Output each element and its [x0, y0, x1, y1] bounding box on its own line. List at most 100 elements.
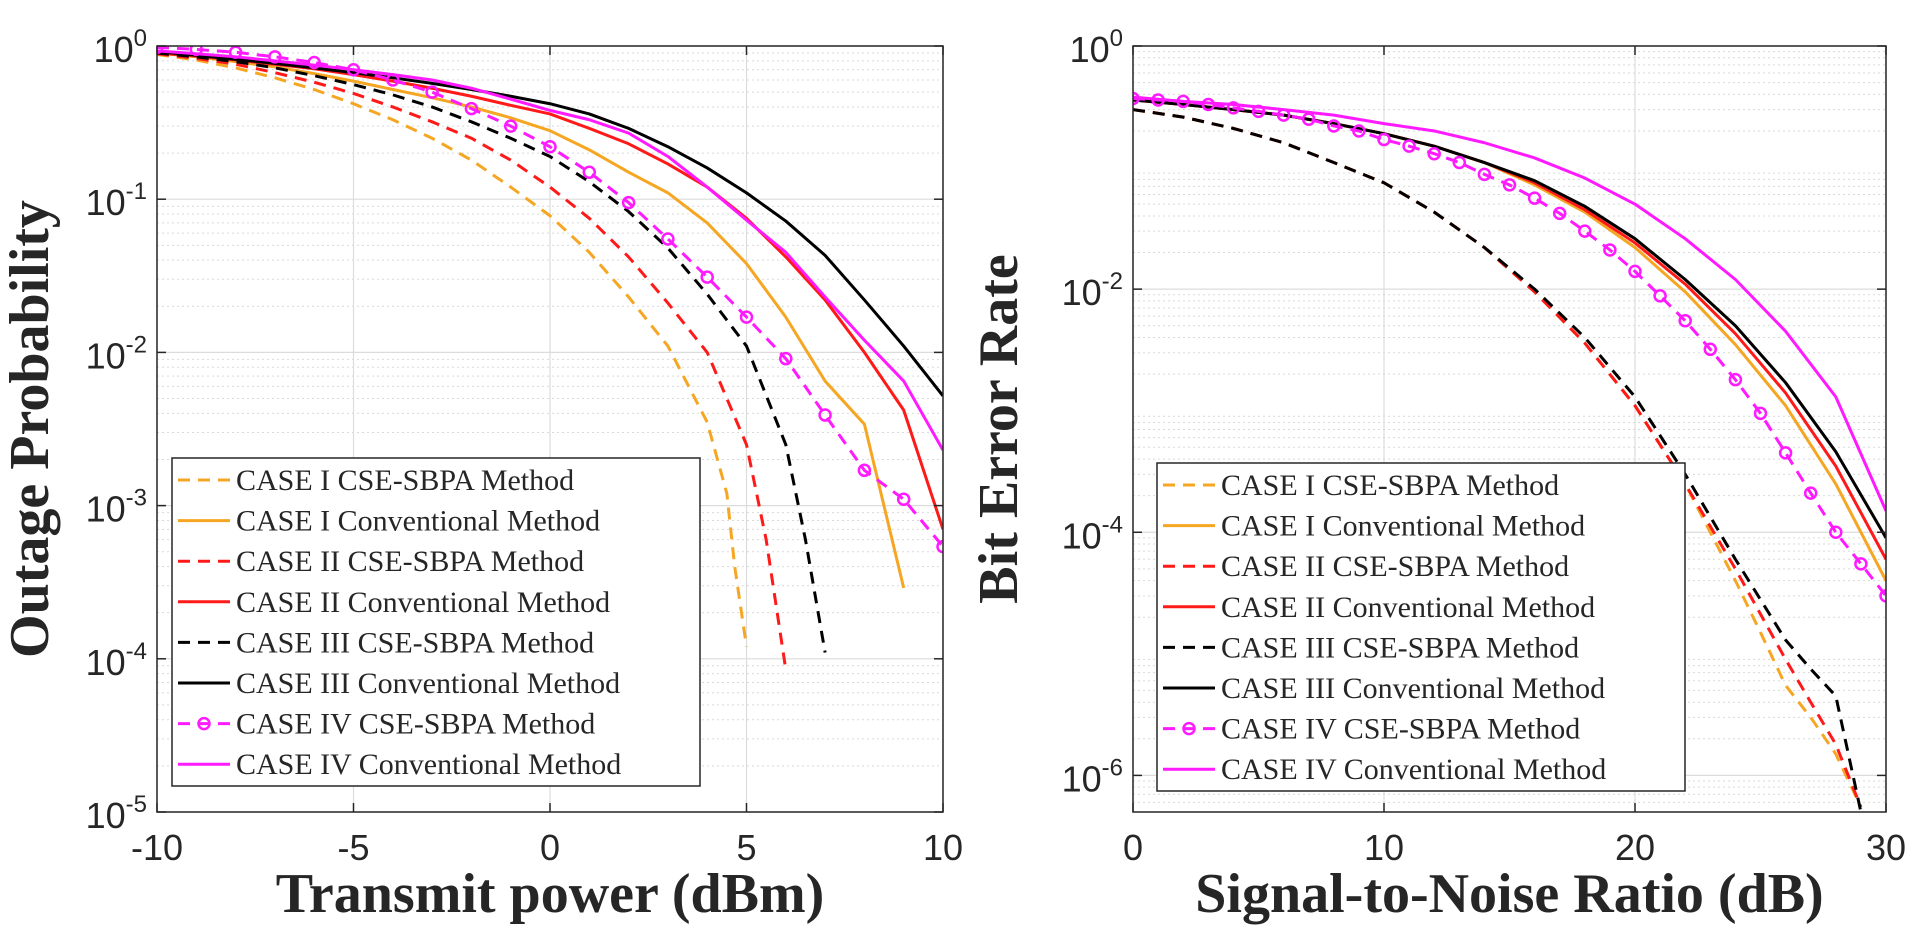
- data-point-case-iv-cse-sbpa-method: [779, 351, 793, 366]
- data-point-case-iv-cse-sbpa-method: [1628, 264, 1642, 279]
- y-tick-label: 10-4: [1062, 511, 1123, 556]
- legend-entry-case-i-cse-sbpa-method: CASE I CSE-SBPA Method: [236, 464, 574, 497]
- y-tick-label: 10-3: [86, 485, 147, 530]
- legend-entry-case-i-cse-sbpa-method: CASE I CSE-SBPA Method: [1221, 469, 1559, 502]
- ticks: -10 -5 0 5 10 100 10-1 10-2 10-3 10-4 10-5: [86, 25, 963, 868]
- series-line-case-iv-cse-sbpa-method: [1133, 96, 1886, 597]
- y-tick-label: 10-1: [86, 178, 147, 223]
- axes-frame: [1132, 45, 1887, 813]
- legend-box: [1156, 462, 1686, 792]
- legend-entry-case-iii-cse-sbpa-method: CASE III CSE-SBPA Method: [236, 626, 594, 659]
- series-line-case-iv-conventional-method: [157, 49, 943, 451]
- data-point-case-iv-cse-sbpa-method: [1678, 313, 1692, 328]
- series-line-case-ii-cse-sbpa-method: [157, 52, 788, 670]
- y-tick-label: 10-6: [1062, 754, 1123, 799]
- data-point-case-iv-cse-sbpa-method: [1477, 167, 1492, 182]
- x-tick-label: 0: [540, 827, 560, 868]
- data-point-case-iv-cse-sbpa-method: [157, 46, 164, 55]
- series-group: [1133, 91, 1886, 812]
- x-tick-label: 30: [1866, 827, 1906, 868]
- data-point-case-iv-cse-sbpa-method: [1226, 101, 1241, 115]
- series-line-case-iii-cse-sbpa-method: [1133, 108, 1863, 812]
- legend-entry-case-ii-conventional-method: CASE II Conventional Method: [1221, 591, 1595, 624]
- data-point-case-iv-cse-sbpa-method: [582, 165, 597, 179]
- data-point-case-iv-cse-sbpa-method: [543, 139, 557, 154]
- legend-entry-case-iii-conventional-method: CASE III Conventional Method: [1221, 672, 1605, 705]
- data-point-case-iv-cse-sbpa-method: [1578, 224, 1592, 238]
- data-point-case-iv-cse-sbpa-method: [1653, 289, 1667, 303]
- data-point-case-iv-cse-sbpa-method: [1753, 406, 1768, 421]
- data-point-case-iv-cse-sbpa-method: [503, 119, 518, 133]
- y-axis-title: Outage Probability: [0, 200, 61, 658]
- x-tick-label: 5: [736, 827, 756, 868]
- x-tick-label: 10: [1364, 827, 1404, 868]
- data-point-case-iv-cse-sbpa-method: [1502, 178, 1517, 192]
- series-line-case-iii-cse-sbpa-method: [157, 51, 827, 653]
- legend: CASE I CSE-SBPA Method CASE I Conventiona…: [1156, 462, 1686, 792]
- series-line-case-ii-cse-sbpa-method: [1133, 108, 1863, 808]
- legend-box: [171, 457, 701, 787]
- data-point-case-iv-cse-sbpa-method: [1603, 243, 1617, 257]
- y-tick-label: 10-2: [86, 331, 147, 376]
- y-tick-label: 100: [1070, 25, 1123, 70]
- legend-entry-case-i-conventional-method: CASE I Conventional Method: [236, 505, 600, 538]
- x-tick-label: -5: [337, 827, 369, 868]
- data-point-case-iv-cse-sbpa-method: [1829, 525, 1843, 540]
- legend-entry-case-iv-cse-sbpa-method: CASE IV CSE-SBPA Method: [1221, 713, 1580, 746]
- data-point-case-iv-cse-sbpa-method: [1327, 119, 1341, 133]
- x-tick-label: -10: [131, 827, 183, 868]
- data-point-case-iv-cse-sbpa-method: [896, 492, 911, 507]
- legend-entry-case-ii-cse-sbpa-method: CASE II CSE-SBPA Method: [1221, 550, 1569, 583]
- data-point-case-iv-cse-sbpa-method: [425, 85, 439, 99]
- data-point-case-iv-cse-sbpa-method: [1778, 446, 1793, 460]
- data-point-case-iv-cse-sbpa-method: [1879, 589, 1886, 603]
- data-point-case-iv-cse-sbpa-method: [621, 195, 636, 210]
- data-point-case-iv-cse-sbpa-method: [1377, 132, 1391, 147]
- data-point-case-iv-cse-sbpa-method: [1703, 342, 1718, 357]
- legend-entry-case-i-conventional-method: CASE I Conventional Method: [1221, 510, 1585, 543]
- legend-marker-case-iv-cse-sbpa-method: [1182, 721, 1196, 736]
- legend-entry-case-ii-conventional-method: CASE II Conventional Method: [236, 586, 610, 619]
- legend-marker-case-iv-cse-sbpa-method: [197, 716, 211, 731]
- x-axis-title: Transmit power (dBm): [276, 863, 825, 925]
- data-point-case-iv-cse-sbpa-method: [1452, 155, 1467, 170]
- series-line-case-iii-conventional-method: [157, 50, 943, 397]
- legend: CASE I CSE-SBPA Method CASE I Conventiona…: [171, 457, 701, 787]
- data-point-case-iv-cse-sbpa-method: [700, 270, 714, 284]
- data-point-case-iv-cse-sbpa-method: [1552, 206, 1567, 221]
- data-point-case-iv-cse-sbpa-method: [1854, 557, 1868, 571]
- legend-entry-case-iii-conventional-method: CASE III Conventional Method: [236, 667, 620, 700]
- data-point-case-iv-cse-sbpa-method: [1803, 486, 1818, 500]
- series-line-case-i-cse-sbpa-method: [157, 53, 748, 647]
- data-point-case-iv-cse-sbpa-method: [307, 55, 321, 70]
- legend-entry-case-iv-conventional-method: CASE IV Conventional Method: [236, 748, 621, 781]
- data-point-case-iv-cse-sbpa-method: [464, 101, 479, 116]
- series-line-case-iv-conventional-method: [1133, 95, 1886, 512]
- data-point-case-iv-cse-sbpa-method: [818, 408, 832, 422]
- x-tick-label: 0: [1123, 827, 1143, 868]
- legend-entry-case-ii-cse-sbpa-method: CASE II CSE-SBPA Method: [236, 545, 584, 578]
- data-point-case-iv-cse-sbpa-method: [1402, 139, 1416, 153]
- outage-probability-plot: -10 -5 0 5 10 100 10-1 10-2 10-3 10-4 10-5 Transmit…: [0, 25, 963, 925]
- y-tick-label: 10-2: [1062, 268, 1123, 313]
- series-group: [157, 46, 943, 670]
- data-point-case-iv-cse-sbpa-method: [1728, 372, 1743, 387]
- y-axis-title: Bit Error Rate: [968, 254, 1030, 603]
- bit-error-rate-plot: 0 10 20 30 100 10-2 10-4 10-6 Signal-to-Noise Ra…: [968, 25, 1906, 925]
- y-tick-label: 10-5: [86, 791, 147, 836]
- data-point-case-iv-cse-sbpa-method: [661, 232, 675, 246]
- data-point-case-iv-cse-sbpa-method: [936, 539, 943, 554]
- data-point-case-iv-cse-sbpa-method: [857, 463, 872, 478]
- legend-entry-case-iv-conventional-method: CASE IV Conventional Method: [1221, 753, 1606, 786]
- y-tick-label: 100: [94, 25, 147, 70]
- legend-entry-case-iv-cse-sbpa-method: CASE IV CSE-SBPA Method: [236, 708, 595, 741]
- x-tick-label: 20: [1615, 827, 1655, 868]
- data-point-case-iv-cse-sbpa-method: [1352, 124, 1366, 138]
- data-point-case-iv-cse-sbpa-method: [739, 310, 754, 324]
- x-axis-title: Signal-to-Noise Ratio (dB): [1195, 863, 1823, 925]
- data-point-case-iv-cse-sbpa-method: [1427, 146, 1441, 161]
- legend-entry-case-iii-cse-sbpa-method: CASE III CSE-SBPA Method: [1221, 631, 1579, 664]
- y-tick-label: 10-4: [86, 638, 147, 683]
- data-point-case-iv-cse-sbpa-method: [1527, 191, 1542, 205]
